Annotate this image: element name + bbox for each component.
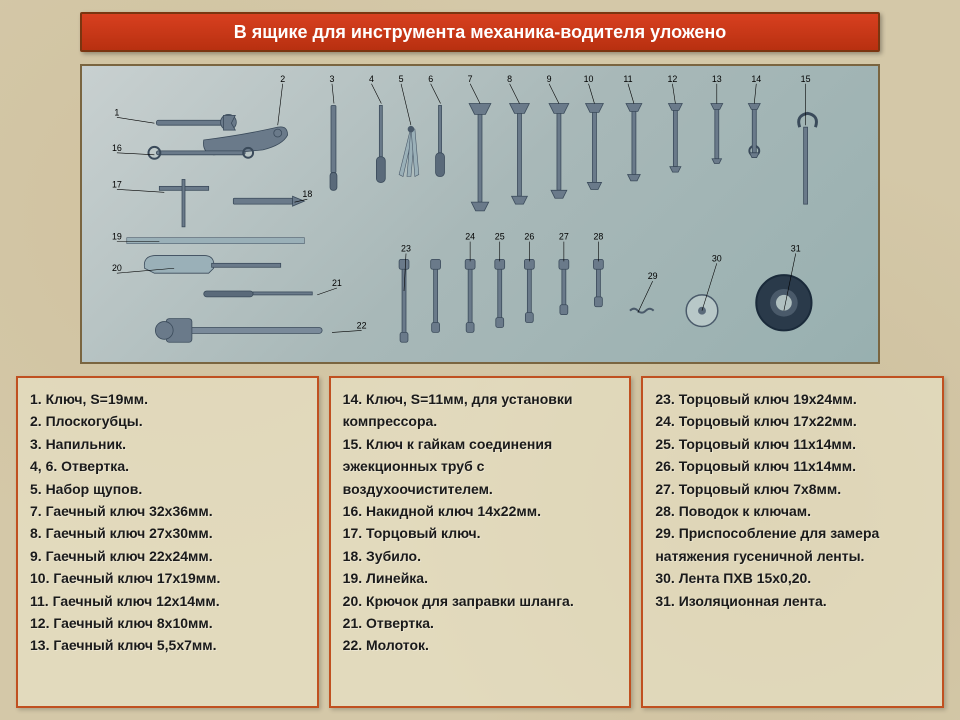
legend-item: 4, 6. Отвертка. — [30, 455, 305, 477]
legend-item: 22. Молоток. — [343, 634, 618, 656]
svg-text:7: 7 — [468, 74, 473, 84]
legend-item: 15. Ключ к гайкам соединения эжекционных… — [343, 433, 618, 500]
svg-text:26: 26 — [524, 232, 534, 242]
legend-item: 17. Торцовый ключ. — [343, 522, 618, 544]
legend-item: 9. Гаечный ключ 22х24мм. — [30, 545, 305, 567]
legend-item: 7. Гаечный ключ 32х36мм. — [30, 500, 305, 522]
legend-item: 13. Гаечный ключ 5,5х7мм. — [30, 634, 305, 656]
svg-text:13: 13 — [712, 74, 722, 84]
svg-text:25: 25 — [495, 232, 505, 242]
legend-item: 2. Плоскогубцы. — [30, 410, 305, 432]
svg-text:16: 16 — [112, 143, 122, 153]
svg-text:23: 23 — [401, 243, 411, 253]
svg-text:5: 5 — [399, 74, 404, 84]
legend-col-3: 23. Торцовый ключ 19х24мм.24. Торцовый к… — [641, 376, 944, 708]
svg-text:9: 9 — [547, 74, 552, 84]
svg-text:30: 30 — [712, 253, 722, 263]
legend-item: 25. Торцовый ключ 11х14мм. — [655, 433, 930, 455]
legend-item: 16. Накидной ключ 14х22мм. — [343, 500, 618, 522]
legend-item: 10. Гаечный ключ 17х19мм. — [30, 567, 305, 589]
svg-text:2: 2 — [280, 74, 285, 84]
legend-item: 8. Гаечный ключ 27х30мм. — [30, 522, 305, 544]
svg-text:3: 3 — [330, 74, 335, 84]
legend-item: 1. Ключ, S=19мм. — [30, 388, 305, 410]
svg-text:21: 21 — [332, 278, 342, 288]
legend-item: 20. Крючок для заправки шланга. — [343, 590, 618, 612]
legend-item: 14. Ключ, S=11мм, для установки компресс… — [343, 388, 618, 433]
legend-item: 24. Торцовый ключ 17х22мм. — [655, 410, 930, 432]
svg-text:27: 27 — [559, 232, 569, 242]
svg-text:20: 20 — [112, 263, 122, 273]
page-title: В ящике для инструмента механика-водител… — [80, 12, 880, 52]
legend-item: 31. Изоляционная лента. — [655, 590, 930, 612]
svg-text:22: 22 — [357, 320, 367, 330]
legend-item: 5. Набор щупов. — [30, 478, 305, 500]
svg-text:4: 4 — [369, 74, 374, 84]
svg-text:18: 18 — [302, 189, 312, 199]
legend-item: 11. Гаечный ключ 12х14мм. — [30, 590, 305, 612]
svg-text:28: 28 — [593, 232, 603, 242]
legend-item: 30. Лента ПХВ 15х0,20. — [655, 567, 930, 589]
svg-text:8: 8 — [507, 74, 512, 84]
legend-item: 19. Линейка. — [343, 567, 618, 589]
svg-text:24: 24 — [465, 232, 475, 242]
svg-text:17: 17 — [112, 179, 122, 189]
legend-item: 28. Поводок к ключам. — [655, 500, 930, 522]
legend-item: 29. Приспособление для замера натяжения … — [655, 522, 930, 567]
svg-text:1: 1 — [114, 107, 119, 117]
svg-text:10: 10 — [584, 74, 594, 84]
svg-text:6: 6 — [428, 74, 433, 84]
svg-text:12: 12 — [667, 74, 677, 84]
legend-item: 21. Отвертка. — [343, 612, 618, 634]
svg-text:14: 14 — [751, 74, 761, 84]
tool-diagram: 2345678910111213141511617192018212223242… — [80, 64, 880, 364]
svg-text:29: 29 — [648, 271, 658, 281]
legend-item: 27. Торцовый ключ 7х8мм. — [655, 478, 930, 500]
svg-text:31: 31 — [791, 243, 801, 253]
legend-col-1: 1. Ключ, S=19мм.2. Плоскогубцы.3. Напиль… — [16, 376, 319, 708]
svg-text:11: 11 — [623, 74, 632, 84]
svg-text:15: 15 — [801, 74, 811, 84]
svg-text:19: 19 — [112, 232, 122, 242]
legend-item: 23. Торцовый ключ 19х24мм. — [655, 388, 930, 410]
legend: 1. Ключ, S=19мм.2. Плоскогубцы.3. Напиль… — [16, 376, 944, 708]
legend-col-2: 14. Ключ, S=11мм, для установки компресс… — [329, 376, 632, 708]
legend-item: 3. Напильник. — [30, 433, 305, 455]
legend-item: 26. Торцовый ключ 11х14мм. — [655, 455, 930, 477]
legend-item: 12. Гаечный ключ 8х10мм. — [30, 612, 305, 634]
legend-item: 18. Зубило. — [343, 545, 618, 567]
